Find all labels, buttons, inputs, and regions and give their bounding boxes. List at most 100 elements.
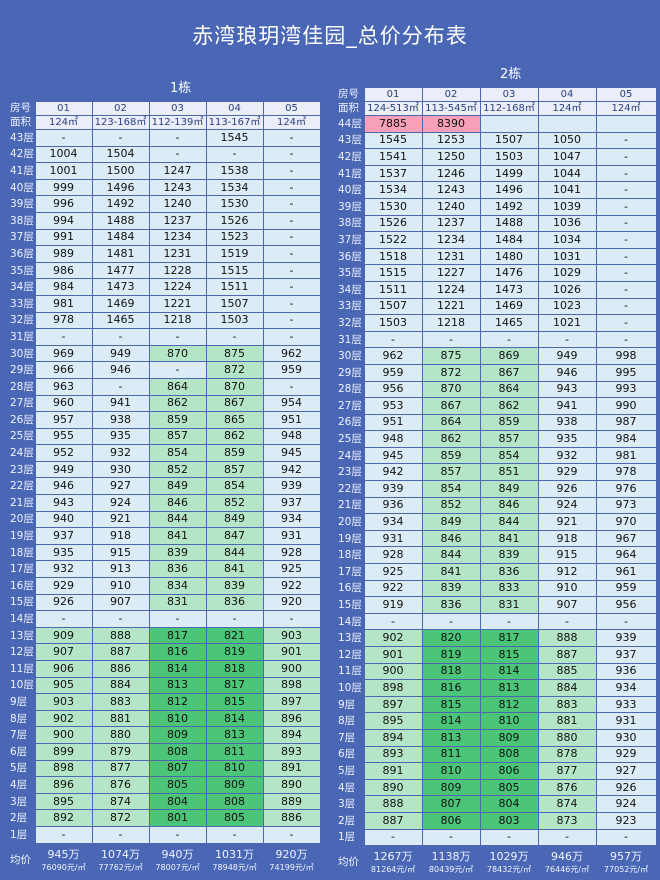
floor-row: 11层 900 818 814 885 936 xyxy=(336,662,657,681)
price-cell: 857 xyxy=(205,460,264,479)
area-value: 112-168㎡ xyxy=(479,101,539,116)
price-cell: 932 xyxy=(34,560,93,579)
price-cell: 886 xyxy=(262,809,321,827)
price-cell: 897 xyxy=(262,693,321,711)
price-cell: 1526 xyxy=(363,214,423,233)
price-cell: 872 xyxy=(421,363,481,382)
price-cell: 857 xyxy=(479,430,539,448)
floor-label: 19层 xyxy=(338,532,362,545)
price-cell: - xyxy=(91,328,150,346)
price-cell: 1541 xyxy=(363,148,423,166)
building-1-price-table: 房号 01 02 03 04 05 面积 124㎡ 123-168㎡ 112-139㎡ 113-16… xyxy=(8,101,321,878)
floor-label: 42层 xyxy=(10,148,34,161)
price-cell: - xyxy=(595,297,657,316)
price-cell: 1039 xyxy=(537,197,597,216)
price-cell: 877 xyxy=(91,759,150,778)
price-cell: 1465 xyxy=(91,311,150,330)
floor-label: 24层 xyxy=(10,447,34,460)
average-total-price: 920万 xyxy=(275,847,308,861)
price-cell: 919 xyxy=(363,596,423,614)
room-number: 01 xyxy=(363,87,423,102)
price-cell: 918 xyxy=(91,527,150,545)
floor-row: 33层 981 1469 1221 1507- xyxy=(8,294,321,313)
floor-row: 32层 978 1465 1218 1503- xyxy=(8,311,321,330)
price-cell: 1021 xyxy=(537,314,597,332)
average-cell: 940万 78007元/㎡ xyxy=(149,843,206,878)
floor-label: 10层 xyxy=(338,681,362,694)
price-cell: 817 xyxy=(205,676,264,695)
price-cell: 927 xyxy=(91,477,150,496)
price-cell: 808 xyxy=(148,742,207,761)
price-cell: 936 xyxy=(595,662,657,681)
price-cell: - xyxy=(595,828,657,847)
floor-row: 11层 906 886 814 818 900 xyxy=(8,660,321,678)
floor-row: 1层 - - - - - xyxy=(336,828,657,847)
price-cell: 938 xyxy=(91,411,150,429)
price-cell: 870 xyxy=(148,344,207,363)
price-cell: 880 xyxy=(91,726,150,744)
price-cell: - xyxy=(205,825,264,844)
price-cell: 912 xyxy=(537,563,597,581)
floor-row: 8层 895 814 810 881 931 xyxy=(336,712,657,730)
price-cell: 888 xyxy=(363,795,423,813)
floor-label: 18层 xyxy=(10,546,34,559)
price-cell: 839 xyxy=(205,577,264,595)
price-cell: 931 xyxy=(595,712,657,730)
floor-label: 30层 xyxy=(338,350,362,363)
price-cell: 844 xyxy=(421,546,481,565)
average-cell: 945万 76090元/㎡ xyxy=(35,843,92,878)
price-cell: - xyxy=(595,280,657,299)
floor-row: 27层 960 941 862 867 954 xyxy=(8,394,321,413)
floor-label: 10层 xyxy=(10,679,34,692)
floor-label: 4层 xyxy=(338,781,356,794)
price-cell: - xyxy=(262,278,321,296)
average-unit-price: 76446元/㎡ xyxy=(544,865,590,875)
price-cell: 7885 xyxy=(363,115,423,133)
average-cell: 957万 77052元/㎡ xyxy=(596,846,656,880)
price-cell: 836 xyxy=(421,596,481,614)
price-cell: 1511 xyxy=(205,278,264,296)
price-cell: 849 xyxy=(421,513,481,531)
room-number: 05 xyxy=(595,87,657,102)
floor-label: 4层 xyxy=(10,778,28,791)
price-cell: 854 xyxy=(421,480,481,498)
price-cell: 1496 xyxy=(479,181,539,199)
price-cell: 924 xyxy=(537,496,597,515)
floor-row: 12层 901 819 815 887 937 xyxy=(336,646,657,664)
price-cell: 939 xyxy=(595,629,657,647)
price-cell: - xyxy=(262,178,321,197)
price-cell: 836 xyxy=(148,560,207,579)
price-cell: - xyxy=(595,231,657,249)
price-cell: 898 xyxy=(34,759,93,778)
floor-row: 16层 922 839 833 910 959 xyxy=(336,579,657,598)
floor-label: 1层 xyxy=(10,828,28,841)
price-cell: 969 xyxy=(34,344,93,363)
floor-row: 19层 937 918 841 847 931 xyxy=(8,527,321,545)
floor-label: 9层 xyxy=(338,698,356,711)
price-cell: 922 xyxy=(262,577,321,595)
price-cell: 987 xyxy=(595,413,657,432)
price-cell: 949 xyxy=(537,347,597,365)
floor-label: 29层 xyxy=(10,364,34,377)
price-cell: 927 xyxy=(595,762,657,780)
floor-row: 10层 905 884 813 817 898 xyxy=(8,676,321,695)
price-cell: 869 xyxy=(479,347,539,365)
price-cell: 819 xyxy=(421,646,481,664)
price-cell: - xyxy=(91,610,150,628)
floor-label: 2层 xyxy=(338,814,356,827)
price-cell: 1545 xyxy=(363,131,423,150)
average-row: 均价 945万 76090元/㎡ 1074万 77762元/㎡ 940万 78007元/㎡ 1… xyxy=(8,843,320,878)
price-cell: 810 xyxy=(479,712,539,730)
price-cell: 815 xyxy=(205,693,264,711)
average-cell: 1138万 80439元/㎡ xyxy=(422,846,480,880)
floor-row: 40层 1534 1243 1496 1041- xyxy=(336,181,657,199)
price-cell: 894 xyxy=(363,728,423,747)
average-cell: 1029万 78432元/㎡ xyxy=(480,846,538,880)
floor-row: 33层 1507 1221 1469 1023- xyxy=(336,297,657,316)
price-cell: 960 xyxy=(34,394,93,413)
price-cell: 846 xyxy=(148,494,207,512)
price-cell: 876 xyxy=(537,778,597,797)
floor-label: 5层 xyxy=(338,764,356,777)
floor-row: 9层 903 883 812 815 897 xyxy=(8,693,321,711)
floor-row: 14层 - - - - - xyxy=(8,610,321,628)
